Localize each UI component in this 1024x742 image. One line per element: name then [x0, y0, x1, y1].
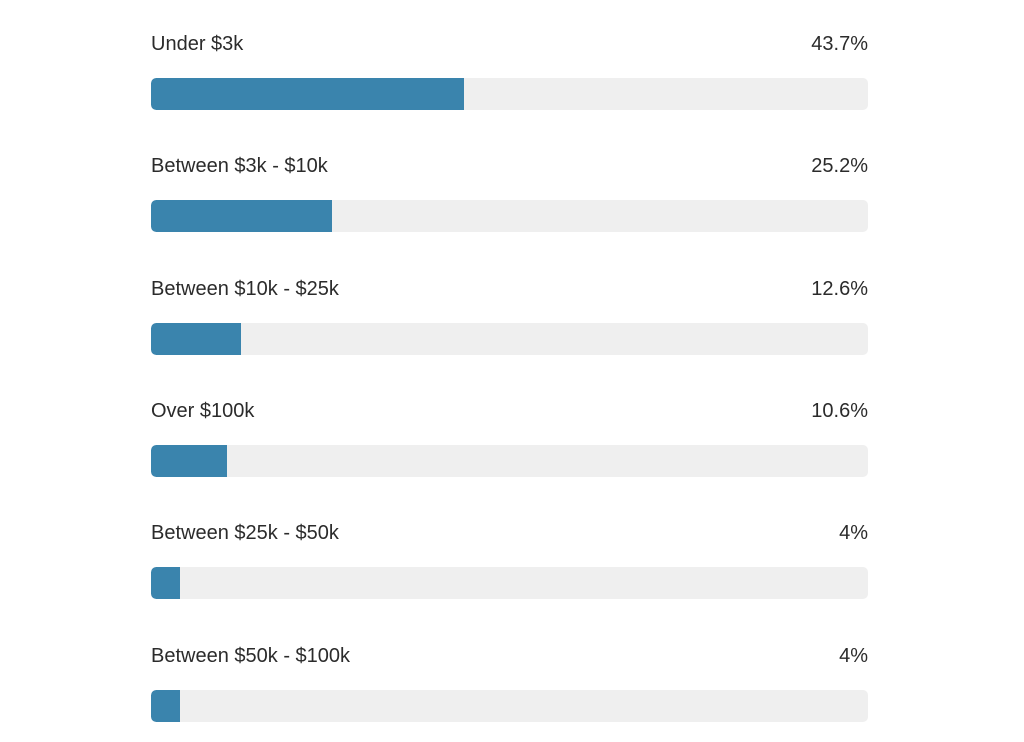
bar-label-line: Between $25k - $50k 4% — [151, 520, 868, 546]
bar-row: Between $3k - $10k 25.2% — [151, 134, 868, 234]
value-label: 25.2% — [811, 155, 868, 178]
value-label: 43.7% — [811, 33, 868, 55]
bar-label-line: Between $10k - $25k 12.6% — [151, 276, 868, 302]
bar-label-line: Over $100k 10.6% — [151, 398, 868, 424]
value-label: 10.6% — [811, 399, 868, 422]
category-label: Over $100k — [151, 399, 255, 422]
bar-row: Between $50k - $100k 4% — [151, 624, 868, 724]
bar-fill — [151, 444, 227, 477]
bar-track — [151, 200, 868, 233]
bar-fill — [151, 200, 332, 233]
bar-track — [151, 567, 868, 600]
value-label: 12.6% — [811, 277, 868, 300]
category-label: Between $10k - $25k — [151, 277, 339, 300]
bar-row: Under $3k 43.7% — [151, 12, 868, 112]
bar-row: Between $25k - $50k 4% — [151, 501, 868, 601]
bar-fill — [151, 689, 180, 722]
bar-track — [151, 78, 868, 110]
bar-label-line: Between $3k - $10k 25.2% — [151, 153, 868, 179]
category-label: Between $25k - $50k — [151, 522, 339, 545]
category-label: Between $3k - $10k — [151, 155, 328, 178]
bar-track — [151, 322, 868, 355]
category-label: Under $3k — [151, 33, 244, 55]
bar-track — [151, 444, 868, 477]
bar-row: Between $10k - $25k 12.6% — [151, 257, 868, 357]
value-label: 4% — [839, 522, 868, 545]
bar-fill — [151, 78, 465, 110]
category-label: Between $50k - $100k — [151, 644, 351, 667]
bar-track — [151, 689, 868, 722]
value-label: 4% — [839, 644, 868, 667]
bar-label-line: Under $3k 43.7% — [151, 31, 868, 57]
bar-label-line: Between $50k - $100k 4% — [151, 643, 868, 669]
bar-row: Over $100k 10.6% — [151, 379, 868, 479]
bar-fill — [151, 567, 180, 600]
bar-fill — [151, 322, 242, 355]
